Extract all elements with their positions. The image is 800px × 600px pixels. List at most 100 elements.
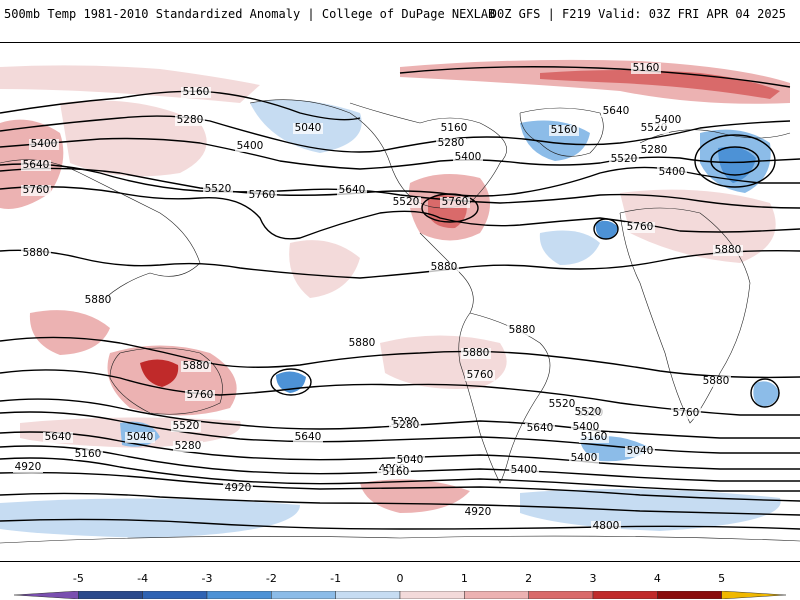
- contour-label: 5520: [575, 406, 602, 418]
- contour-label-bg: [509, 465, 539, 476]
- contour-label-bg: [573, 407, 603, 418]
- colorbar-segment: [14, 591, 79, 599]
- contour-label: 5640: [23, 159, 50, 171]
- cold-anomaly-pacific-eq: [539, 230, 600, 265]
- contour-label-bg: [579, 432, 609, 443]
- contour-label-bg: [601, 106, 631, 117]
- contour-5400: [0, 137, 800, 170]
- contour-label-bg: [461, 348, 491, 359]
- contour-label: 5160: [383, 466, 410, 478]
- contour-closed-mid-atlantic: [593, 218, 619, 240]
- contour-label-bg: [525, 423, 555, 434]
- header: 500mb Temp 1981-2010 Standardized Anomal…: [0, 0, 800, 30]
- contour-labels: 5160 5280 5400 5640 5760 5880 5400 5520 5760 5640…: [13, 62, 743, 532]
- contour-label-bg: [21, 185, 51, 196]
- contour-label: 5880: [431, 261, 458, 273]
- cold-anomaly-antarctic-2: [520, 489, 781, 531]
- warm-anomaly-indian-ocean: [29, 310, 110, 355]
- contour-label: 5160: [581, 431, 608, 443]
- contour-label-bg: [701, 376, 731, 387]
- contour-label-bg: [21, 248, 51, 259]
- contour-label: 5760: [249, 189, 276, 201]
- colorbar-segment: [78, 591, 143, 599]
- contour-label-bg: [391, 420, 421, 431]
- contour-label: 5520: [393, 196, 420, 208]
- contour-label: 5880: [23, 247, 50, 259]
- contour-label-bg: [395, 455, 425, 466]
- contour-label-bg: [591, 521, 621, 532]
- contour-label: 5760: [187, 389, 214, 401]
- contour-label: 5880: [703, 375, 730, 387]
- contour-label-bg: [439, 123, 469, 134]
- europe-coast: [639, 129, 791, 144]
- colorbar-tick-label: -5: [72, 572, 84, 585]
- contour-label: 5160: [633, 62, 660, 74]
- contour-label-bg: [181, 361, 211, 372]
- colorbar-segment: [528, 591, 594, 599]
- contour-label: 4800: [593, 520, 620, 532]
- contour-label: 5400: [511, 464, 538, 476]
- colorbar-segment: [142, 591, 208, 599]
- contour-label-bg: [671, 408, 701, 419]
- contour-label: 5880: [85, 294, 112, 306]
- contour-label-bg: [185, 390, 215, 401]
- contour-label-bg: [507, 325, 537, 336]
- colorbar-tick-label: 5: [718, 572, 726, 585]
- contour-label: 5760: [673, 407, 700, 419]
- warm-anomaly-pacific: [289, 240, 360, 298]
- colorbar-segment: [592, 591, 658, 599]
- cold-anomaly-south-indian: [753, 381, 780, 407]
- contour-4920-south: [0, 492, 800, 516]
- contour-closed-usa: [421, 193, 479, 223]
- colorbar-segment: [335, 591, 401, 599]
- colorbar-segment: [464, 591, 529, 599]
- contour-closed-low-europe-inner: [710, 146, 760, 176]
- contour-label-bg: [203, 184, 233, 195]
- contour-label: 5400: [571, 452, 598, 464]
- contour-label-bg: [175, 115, 205, 126]
- contour-5160-south: [0, 457, 800, 492]
- contour-label-bg: [73, 449, 103, 460]
- contour-5160-north-east: [399, 66, 791, 88]
- contour-label-bg: [43, 432, 73, 443]
- contour-label: 4920: [465, 506, 492, 518]
- contour-label: 5640: [603, 105, 630, 117]
- contour-5520-south: [0, 411, 800, 454]
- colorbar-tick-label: -1: [330, 572, 342, 585]
- contour-label-bg: [223, 483, 253, 494]
- africa-coast: [619, 207, 751, 424]
- contour-label: 5880: [183, 360, 210, 372]
- contour-label-bg: [547, 399, 577, 410]
- contour-label: 5280: [393, 419, 420, 431]
- contour-label-bg: [609, 154, 639, 165]
- contour-label: 5760: [442, 196, 469, 208]
- australia-coast: [109, 347, 223, 415]
- colorbar-segment: [399, 591, 465, 599]
- contour-5280: [0, 115, 791, 153]
- contour-label-bg: [571, 422, 601, 433]
- colorbar: -5 -4 -3 -2 -1 0 1 2 3 4 5: [0, 572, 800, 600]
- warm-anomaly-arctic-west: [0, 65, 260, 103]
- contour-label-bg: [713, 245, 743, 256]
- contour-label: 5040: [397, 454, 424, 466]
- contour-label: 5640: [527, 422, 554, 434]
- central-america-coast: [419, 232, 474, 314]
- contour-label-bg: [13, 462, 43, 473]
- contour-label-bg: [381, 467, 411, 478]
- contour-label-bg: [337, 185, 367, 196]
- contour-label: 5280: [175, 440, 202, 452]
- contour-closed-south-indian: [750, 378, 780, 408]
- contour-label: 5400: [655, 114, 682, 126]
- colorbar-tick-label: 3: [589, 572, 597, 585]
- contour-label: 5040: [295, 122, 322, 134]
- greenland-coast: [519, 107, 604, 157]
- contour-5280-south: [0, 445, 800, 482]
- contour-label: 5880: [509, 324, 536, 336]
- contour-label: 5160: [183, 86, 210, 98]
- contour-label-bg: [653, 115, 683, 126]
- contour-closed-low-europe: [694, 134, 776, 188]
- contour-5400-south: [0, 431, 800, 470]
- contour-label: 5640: [339, 184, 366, 196]
- contour-label-bg: [465, 370, 495, 381]
- warm-anomaly-australia-core: [140, 359, 179, 387]
